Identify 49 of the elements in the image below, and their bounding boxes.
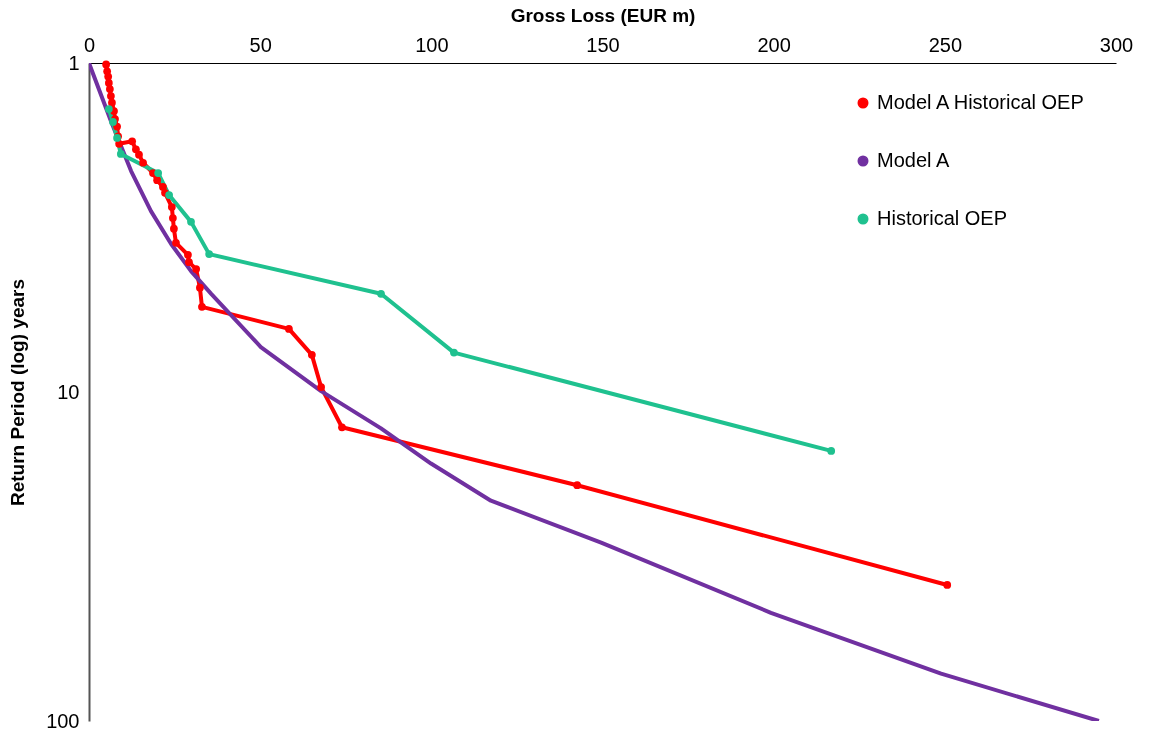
point: [132, 145, 140, 154]
point: [169, 214, 177, 222]
point: [104, 105, 113, 113]
point: [187, 218, 195, 226]
point: [205, 250, 214, 258]
point: [170, 224, 178, 233]
point: [307, 350, 316, 359]
point: [139, 158, 147, 167]
x-tick-label: 250: [928, 33, 963, 56]
point: [165, 191, 173, 199]
legend-label: Historical OEP: [877, 207, 1008, 229]
point: [167, 203, 176, 211]
legend-label: Model A: [877, 149, 950, 171]
point: [135, 150, 143, 159]
point: [106, 85, 114, 93]
point: [827, 447, 836, 455]
point: [192, 265, 201, 273]
point: [573, 481, 582, 490]
point: [154, 169, 163, 177]
line-series: [89, 63, 1101, 721]
point: [196, 283, 204, 292]
point: [116, 150, 125, 158]
legend-label: Model A Historical OEP: [877, 91, 1084, 113]
point: [338, 423, 346, 432]
point: [943, 581, 952, 589]
point: [102, 60, 110, 69]
point: [172, 238, 180, 247]
point: [107, 92, 115, 100]
point: [377, 289, 385, 298]
x-tick-label: 200: [757, 33, 791, 56]
x-tick-label: 0: [83, 33, 96, 56]
y-tick-label: 1: [68, 51, 80, 74]
point: [185, 258, 193, 267]
x-axis-title: Gross Loss (EUR m): [510, 4, 696, 26]
point: [285, 325, 293, 333]
y-tick-label: 10: [57, 380, 80, 403]
point: [450, 348, 458, 357]
point: [153, 176, 161, 184]
point: [128, 137, 137, 146]
point: [198, 302, 206, 311]
x-tick-label: 100: [415, 33, 449, 56]
x-tick-label: 300: [1099, 33, 1134, 56]
x-tick-label: 50: [249, 33, 272, 56]
x-tick-label: 150: [586, 33, 620, 56]
y-tick-label: 100: [46, 709, 80, 732]
point: [317, 383, 325, 391]
y-axis-title: Return Period (log) years: [7, 279, 29, 506]
point: [184, 251, 192, 259]
point: [108, 98, 116, 107]
